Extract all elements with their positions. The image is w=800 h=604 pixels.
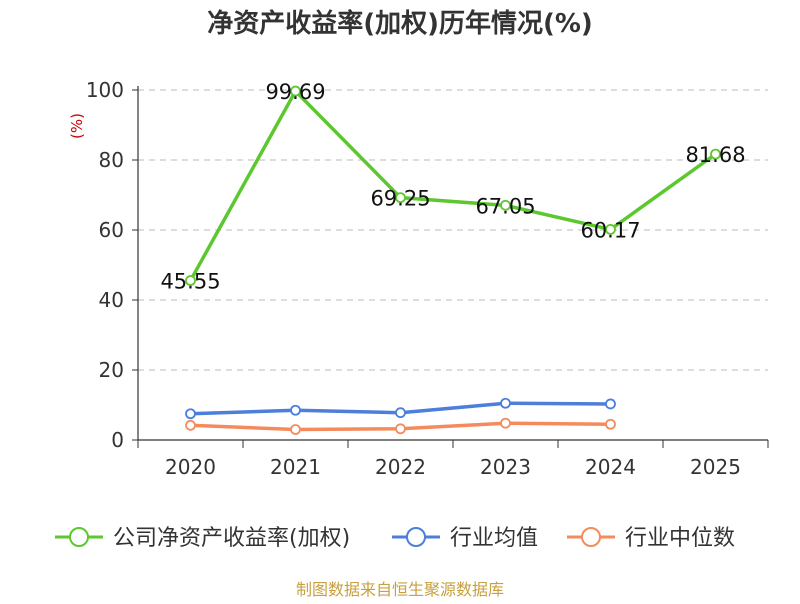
- data-point[interactable]: [500, 397, 511, 409]
- legend-item-2[interactable]: 行业中位数: [567, 526, 735, 551]
- data-label: 99.69: [265, 80, 325, 104]
- x-tick-label: 2021: [270, 455, 321, 479]
- data-label: 81.68: [685, 143, 745, 167]
- data-point[interactable]: [290, 424, 301, 435]
- legend: 公司净资产收益率(加权) 行业均值 行业中位数: [55, 526, 735, 551]
- data-point[interactable]: [605, 398, 616, 410]
- legend-label: 行业均值: [450, 526, 538, 551]
- chart-title: 净资产收益率(加权)历年情况(%): [207, 8, 593, 39]
- data-point[interactable]: [605, 418, 616, 430]
- legend-swatch-marker: [406, 527, 426, 547]
- data-point[interactable]: [395, 423, 406, 435]
- y-tick-label: 20: [99, 358, 124, 382]
- x-tick-label: 2020: [165, 455, 216, 479]
- legend-label: 公司净资产收益率(加权): [113, 526, 350, 551]
- y-axis-label: (%): [68, 113, 86, 139]
- data-point[interactable]: [605, 224, 616, 235]
- legend-swatch-marker: [69, 527, 89, 547]
- gridlines: [138, 89, 768, 371]
- legend-item-1[interactable]: 行业均值: [392, 526, 538, 551]
- legend-swatch-marker: [581, 527, 601, 547]
- legend-item-0[interactable]: 公司净资产收益率(加权): [55, 526, 350, 551]
- y-tick-label: 40: [99, 288, 124, 312]
- data-label: 69.25: [370, 187, 430, 211]
- data-point[interactable]: [395, 407, 406, 419]
- axes: 0 20 40 60 80 100 2020 2021 2022 2023 2024 2025: [86, 78, 769, 479]
- source-note: 制图数据来自恒生聚源数据库: [296, 580, 504, 599]
- series-line-0: [188, 89, 717, 282]
- series-lines: [185, 85, 721, 435]
- x-tick-label: 2023: [480, 455, 531, 479]
- data-point[interactable]: [185, 419, 196, 431]
- x-tick-label: 2025: [690, 455, 741, 479]
- data-point[interactable]: [500, 417, 511, 429]
- data-point[interactable]: [395, 192, 406, 204]
- data-point[interactable]: [710, 148, 721, 160]
- data-point[interactable]: [500, 199, 511, 211]
- data-point[interactable]: [290, 404, 301, 416]
- y-tick-label: 60: [99, 218, 124, 242]
- y-tick-label: 100: [86, 78, 124, 102]
- x-tick-label: 2024: [585, 455, 636, 479]
- legend-label: 行业中位数: [625, 526, 735, 551]
- y-tick-label: 80: [99, 148, 124, 172]
- data-point[interactable]: [185, 408, 196, 420]
- data-point[interactable]: [185, 275, 196, 286]
- data-labels: 45.55 99.69 69.25 67.05 60.17 81.68: [160, 80, 745, 293]
- data-label: 67.05: [475, 194, 535, 218]
- x-tick-label: 2022: [375, 455, 426, 479]
- data-point[interactable]: [290, 85, 301, 97]
- data-label: 60.17: [580, 218, 640, 242]
- data-label: 45.55: [160, 270, 220, 294]
- y-tick-label: 0: [111, 428, 124, 452]
